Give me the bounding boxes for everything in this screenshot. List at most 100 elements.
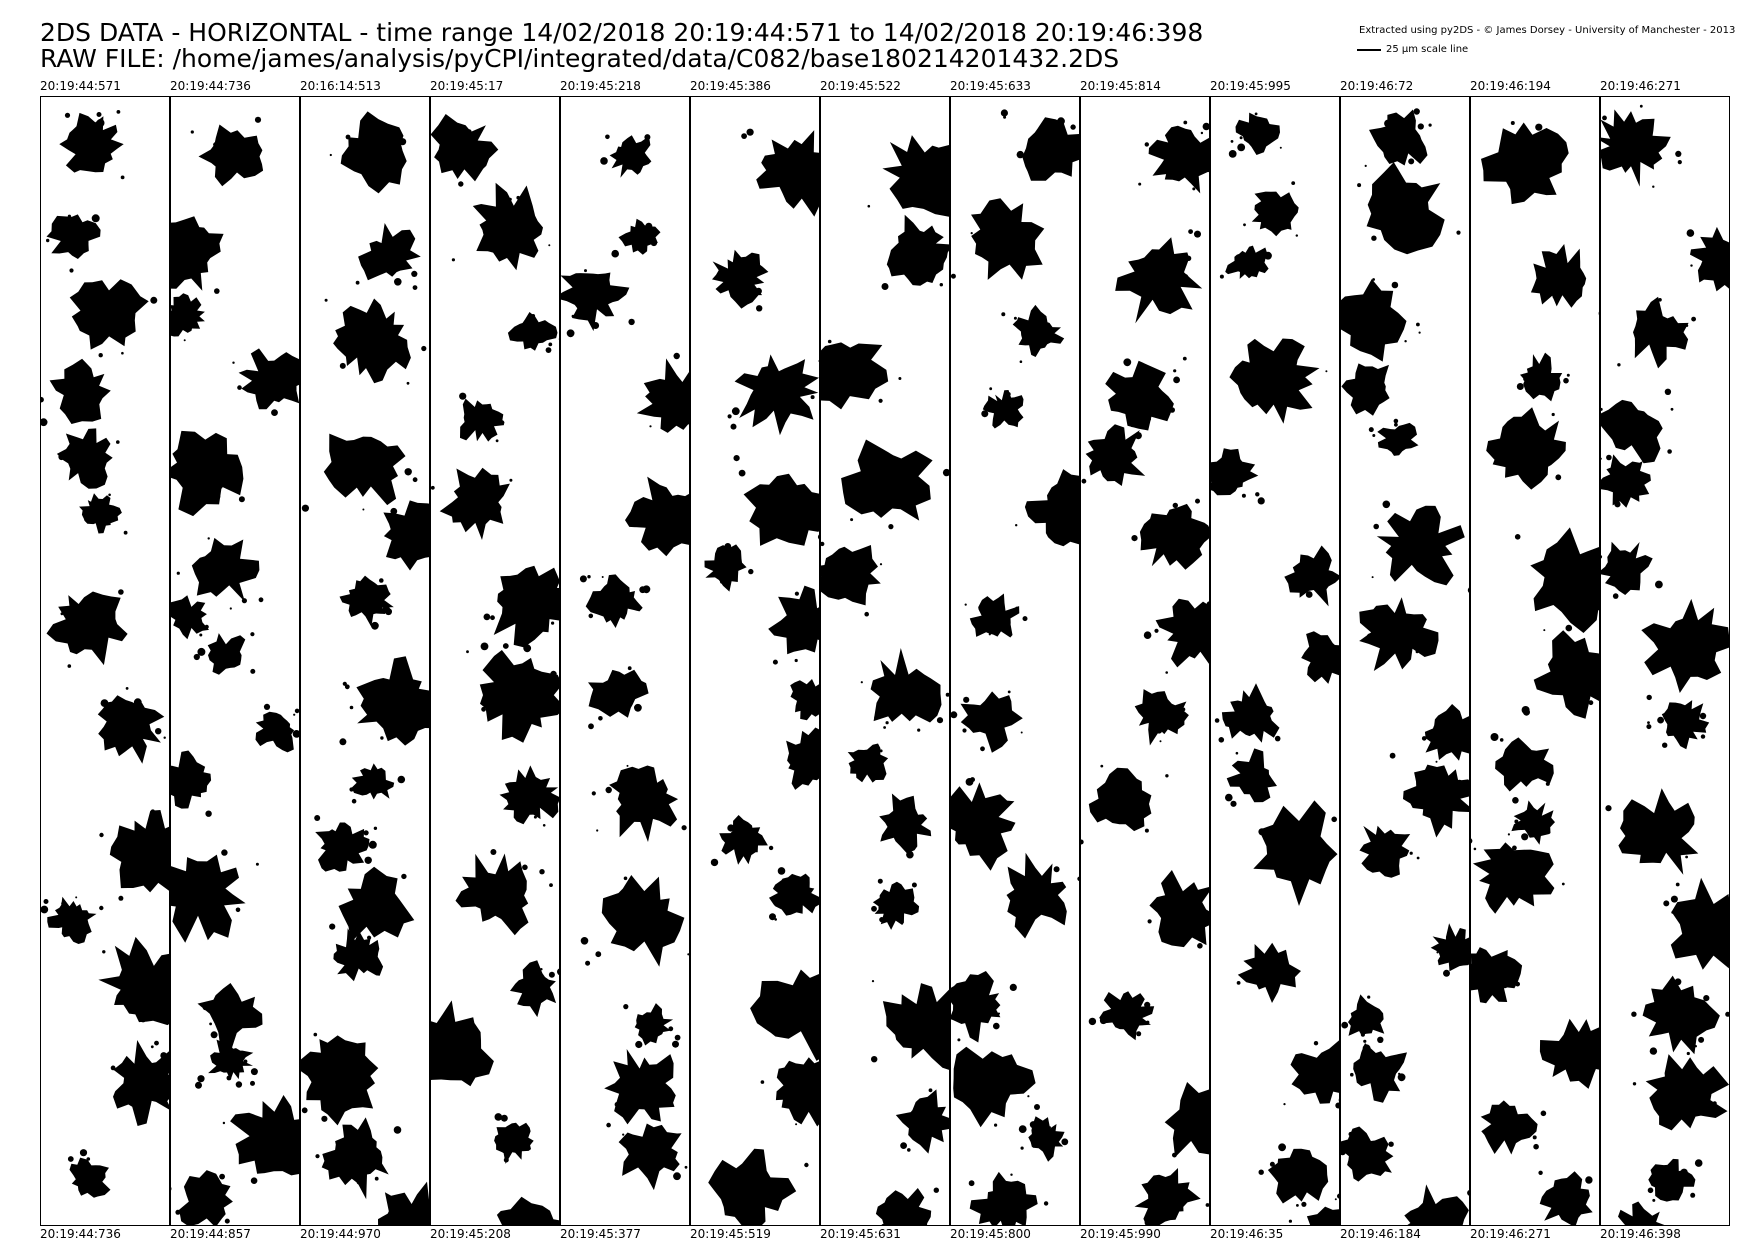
particle-fragment [117, 110, 121, 114]
particle-fragment [293, 730, 300, 738]
particle-fragment [357, 145, 360, 148]
particle-silhouette [1633, 297, 1689, 369]
particle-fragment [99, 353, 103, 357]
strip-end-time: 20:19:46:271 [1470, 1228, 1551, 1241]
particle-fragment [605, 135, 610, 140]
particle-fragment [150, 297, 157, 304]
particle-fragment [1377, 854, 1380, 857]
particle-fragment [181, 221, 185, 225]
particle-fragment [649, 425, 651, 427]
particle-fragment [75, 896, 77, 898]
particle-fragment [293, 714, 295, 716]
particle-silhouette [1601, 109, 1671, 186]
particle-fragment [1134, 1001, 1141, 1008]
particle-fragment [1650, 1047, 1657, 1054]
particle-fragment [1183, 357, 1187, 361]
particle-fragment [215, 494, 220, 499]
particle-fragment [346, 135, 351, 140]
particle-fragment [236, 1081, 242, 1087]
particle-fragment [1500, 738, 1504, 742]
particle-fragment [1027, 891, 1033, 897]
strip-end-time: 20:19:44:857 [170, 1228, 251, 1241]
particle-fragment [898, 1004, 904, 1010]
particle-fragment [543, 701, 551, 709]
particle-fragment [685, 1166, 688, 1169]
particle-fragment [97, 1171, 103, 1177]
particle-fragment [778, 867, 786, 875]
particle-fragment [1681, 1169, 1688, 1176]
particle-fragment [994, 1124, 997, 1127]
strip-image-frame [560, 96, 690, 1226]
strip-13: 20:19:46:271 20:19:46:398 [1600, 80, 1730, 1240]
particle-fragment [1229, 150, 1237, 158]
particle-silhouette [883, 983, 950, 1072]
particle-fragment [477, 157, 482, 162]
particle-fragment [724, 543, 731, 550]
particle-fragment [197, 1075, 204, 1082]
particle-fragment [1367, 633, 1375, 641]
particle-fragment [1436, 951, 1438, 953]
particle-fragment [1001, 312, 1005, 316]
particle-fragment [1655, 581, 1663, 589]
particle-fragment [1410, 852, 1413, 855]
particle-silhouette [1495, 737, 1554, 791]
particle-fragment [1117, 1001, 1124, 1008]
particle-fragment [1313, 671, 1318, 676]
particle-fragment [963, 697, 969, 703]
particle-fragment [784, 165, 788, 169]
particle-fragment [357, 1179, 363, 1185]
particle-fragment [302, 505, 309, 512]
particle-fragment [1315, 577, 1318, 580]
particle-fragment [1555, 474, 1561, 480]
particle-silhouette [1471, 947, 1522, 1003]
particle-fragment [431, 486, 435, 490]
particle-fragment [665, 1161, 670, 1166]
particle-fragment [381, 719, 386, 724]
particle-fragment [514, 229, 519, 234]
particle-fragment [1690, 264, 1692, 266]
particle-fragment [1516, 759, 1520, 763]
particle-fragment [1035, 321, 1037, 323]
particle-fragment [1430, 510, 1435, 515]
particle-fragment [912, 883, 917, 888]
strip-image-frame [170, 96, 300, 1226]
particle-fragment [897, 803, 903, 809]
particle-fragment [1585, 1176, 1592, 1183]
particle-fragment [1514, 820, 1518, 824]
particle-fragment [1541, 1111, 1547, 1117]
particle-fragment [1020, 360, 1023, 363]
particle-silhouette [821, 342, 888, 409]
particle-fragment [1690, 1193, 1695, 1198]
particle-fragment [885, 1221, 890, 1226]
particle-fragment [1566, 625, 1573, 632]
particle-fragment [1030, 1121, 1037, 1128]
particle-fragment [641, 1091, 643, 1093]
particle-fragment [648, 1161, 652, 1165]
particle-fragment [994, 801, 1001, 808]
particle-fragment [1194, 231, 1201, 238]
particle-fragment [1422, 736, 1427, 741]
particle-fragment [592, 791, 596, 795]
particle-silhouette [1646, 1054, 1729, 1130]
particle-fragment [1015, 524, 1017, 526]
particle-fragment [1160, 740, 1162, 742]
particle-fragment [1136, 1031, 1141, 1036]
particle-fragment [624, 877, 628, 881]
strip-image-frame [690, 96, 820, 1226]
particle-silhouette [1616, 1202, 1670, 1227]
particle-fragment [1030, 1198, 1035, 1203]
particle-fragment [407, 382, 410, 385]
strip-end-time: 20:19:45:631 [820, 1228, 901, 1241]
strip-end-time: 20:19:45:519 [690, 1228, 771, 1241]
particle-fragment [1357, 398, 1360, 401]
strip-3: 20:16:14:513 20:19:44:970 [300, 80, 430, 1240]
particle-fragment [134, 698, 142, 706]
particle-fragment [1534, 448, 1537, 451]
particle-fragment [984, 854, 986, 856]
particle-fragment [1123, 358, 1131, 366]
particle-fragment [742, 832, 747, 837]
particle-fragment [375, 1177, 379, 1181]
particle-fragment [1335, 1198, 1337, 1200]
particle-fragment [509, 479, 512, 482]
particle-fragment [1571, 619, 1573, 621]
